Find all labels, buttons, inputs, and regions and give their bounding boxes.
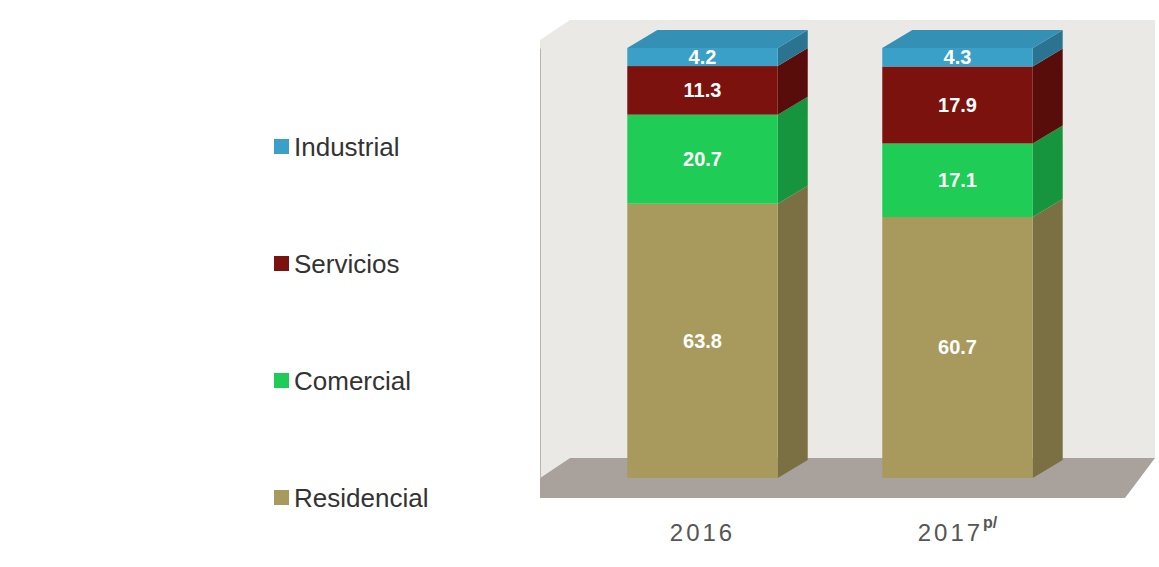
data-label: 4.3: [944, 46, 972, 68]
y-axis-line: [540, 49, 541, 479]
bar-top: [627, 30, 807, 48]
bar: [627, 204, 777, 478]
x-tick: 2017p/: [918, 514, 998, 546]
legend-swatch: [274, 139, 289, 154]
x-tick-label: 2016: [670, 519, 735, 546]
bar-top: [882, 30, 1062, 48]
legend-label: Industrial: [294, 132, 400, 162]
background: [0, 0, 1159, 567]
data-label: 60.7: [938, 336, 977, 358]
bar: [627, 115, 777, 204]
bar: [627, 66, 777, 115]
legend-label: Servicios: [294, 249, 399, 279]
bar-side: [778, 186, 808, 478]
x-tick-label: 2017p/: [918, 514, 998, 546]
bar-side: [778, 97, 808, 204]
y-axis: [540, 49, 541, 479]
legend-label: Comercial: [294, 366, 411, 396]
data-label: 63.8: [683, 330, 722, 352]
backdrop-wall: [540, 20, 1155, 478]
legend-swatch: [274, 373, 289, 388]
data-labels: 63.8 60.7 20.7 17.1 11.3 17.9 4.2 4.3: [683, 46, 977, 358]
bar: [882, 217, 1032, 478]
x-axis: 2016 2017p/: [670, 514, 998, 546]
data-label: 11.3: [684, 79, 722, 101]
bar: [882, 66, 1032, 143]
bar-side: [1033, 199, 1063, 478]
data-label: 4.2: [689, 46, 717, 68]
data-label: 20.7: [683, 148, 722, 170]
x-tick: 2016: [670, 519, 735, 546]
data-label: 17.1: [938, 169, 977, 191]
bar: [882, 143, 1032, 217]
plot-area: [627, 30, 1062, 478]
legend-swatch: [274, 490, 289, 505]
legend-label: Residencial: [294, 483, 428, 513]
data-label: 17.9: [938, 94, 977, 116]
legend-swatch: [274, 256, 289, 271]
legend: Industrial Servicios Comercial Residencial: [274, 132, 428, 513]
chart: 63.8 60.7 20.7 17.1 11.3 17.9 4.2 4.3 2016 2017p/…: [0, 0, 1159, 567]
